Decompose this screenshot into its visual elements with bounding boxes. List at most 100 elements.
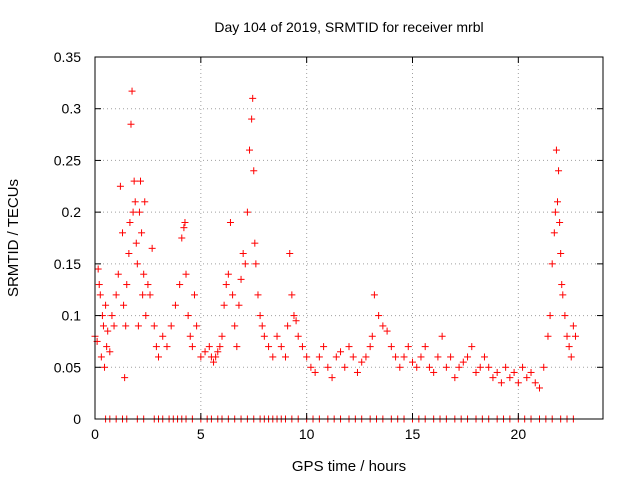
- data-point: [548, 260, 556, 268]
- data-point: [290, 312, 298, 320]
- data-point: [132, 239, 140, 247]
- data-point: [493, 368, 501, 376]
- data-point: [502, 363, 510, 371]
- data-point: [434, 353, 442, 361]
- y-axis-label: SRMTID / TECUs: [5, 179, 22, 297]
- data-point: [358, 358, 366, 366]
- y-tick-label: 0.2: [62, 204, 82, 220]
- data-point: [112, 291, 120, 299]
- data-points: [91, 87, 579, 423]
- data-point: [127, 120, 135, 128]
- data-point: [128, 87, 136, 95]
- plot-frame: [94, 56, 604, 420]
- data-point: [442, 363, 450, 371]
- data-point: [468, 343, 476, 351]
- data-point: [155, 353, 162, 361]
- data-point: [144, 281, 152, 289]
- data-point: [353, 368, 361, 376]
- data-point: [286, 250, 294, 258]
- data-point: [222, 281, 230, 289]
- x-tick-label: 15: [405, 426, 421, 442]
- data-point: [121, 374, 129, 382]
- grid-lines: [95, 57, 603, 419]
- data-point: [430, 368, 438, 376]
- data-point: [101, 363, 109, 371]
- data-point: [277, 343, 285, 351]
- data-point: [216, 343, 224, 351]
- data-point: [182, 270, 190, 278]
- data-point: [258, 322, 266, 330]
- data-point: [96, 291, 104, 299]
- data-point: [370, 291, 378, 299]
- data-point: [123, 281, 131, 289]
- data-point: [292, 317, 300, 325]
- data-point: [559, 291, 567, 299]
- data-point: [131, 198, 139, 206]
- data-point: [148, 244, 156, 252]
- data-point: [138, 229, 146, 237]
- data-point: [231, 322, 239, 330]
- data-point: [311, 368, 319, 376]
- data-point: [201, 348, 209, 356]
- data-point: [303, 353, 311, 361]
- data-point: [269, 353, 277, 361]
- data-point: [125, 250, 133, 258]
- x-axis-label: GPS time / hours: [292, 458, 406, 475]
- data-point: [506, 374, 514, 382]
- data-point: [237, 275, 245, 283]
- data-point: [250, 167, 258, 175]
- data-point: [438, 332, 446, 340]
- data-point: [551, 208, 559, 216]
- data-point: [106, 348, 114, 356]
- data-point: [114, 270, 122, 278]
- data-point: [472, 368, 480, 376]
- data-point: [171, 301, 179, 309]
- data-point: [180, 224, 188, 232]
- data-point: [328, 374, 336, 382]
- data-point: [550, 229, 558, 237]
- data-point: [233, 343, 241, 351]
- data-point: [332, 353, 340, 361]
- y-tick-label: 0.3: [62, 101, 82, 117]
- data-point: [519, 363, 527, 371]
- data-point: [337, 348, 345, 356]
- data-point: [383, 327, 391, 335]
- x-tick-label: 10: [299, 426, 315, 442]
- y-tick-label: 0.15: [54, 256, 81, 272]
- y-tick-label: 0.25: [54, 152, 81, 168]
- data-point: [95, 281, 103, 289]
- data-point: [421, 343, 429, 351]
- data-point: [451, 374, 459, 382]
- data-point: [248, 115, 256, 123]
- data-point: [555, 167, 563, 175]
- data-point: [210, 358, 218, 366]
- data-point: [567, 353, 575, 361]
- data-point: [320, 343, 328, 351]
- data-point: [137, 177, 145, 185]
- data-point: [241, 260, 249, 268]
- y-tick-label: 0.1: [62, 308, 82, 324]
- data-point: [565, 343, 573, 351]
- data-point: [159, 332, 167, 340]
- data-point: [97, 353, 105, 361]
- data-point: [409, 358, 416, 366]
- x-axis-ticks: 0 5 10 15 20: [91, 57, 526, 442]
- data-point: [540, 363, 548, 371]
- data-point: [163, 343, 171, 351]
- data-point: [212, 353, 220, 361]
- data-point: [400, 353, 408, 361]
- data-point: [379, 322, 387, 330]
- data-point: [553, 198, 561, 206]
- data-point: [226, 218, 234, 226]
- data-point: [260, 332, 268, 340]
- data-point: [188, 343, 196, 351]
- data-point: [193, 322, 201, 330]
- data-point: [366, 343, 374, 351]
- data-point: [404, 343, 412, 351]
- data-point: [298, 343, 306, 351]
- chart-title: Day 104 of 2019, SRMTID for receiver mrb…: [214, 19, 483, 35]
- data-point: [110, 322, 118, 330]
- data-point: [119, 229, 127, 237]
- data-point: [205, 343, 213, 351]
